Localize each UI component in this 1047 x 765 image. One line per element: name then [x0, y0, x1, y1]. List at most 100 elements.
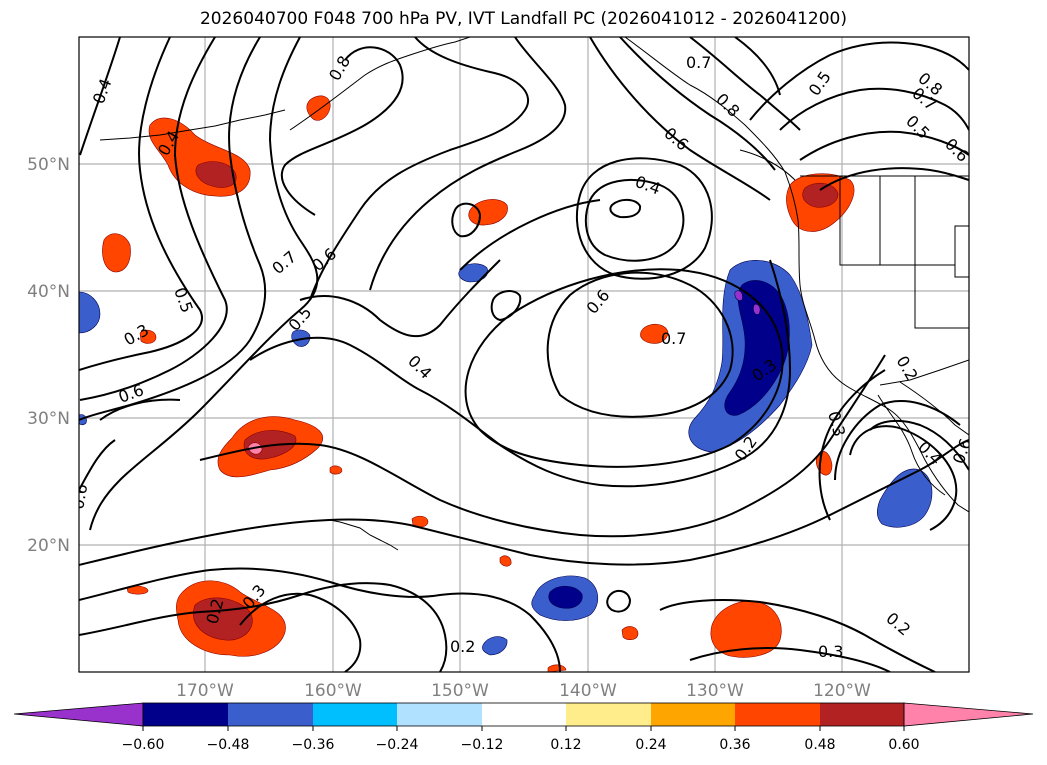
contour-line: [280, 46, 404, 216]
colorbar-frame: [142, 702, 905, 727]
contour-line: [869, 419, 969, 471]
contour-line: [609, 198, 642, 219]
lat-label-40n: 40°N: [27, 282, 70, 302]
contour-line: [79, 439, 969, 566]
contour-line: [369, 37, 567, 291]
contour-label: 0.6: [949, 436, 976, 466]
colorbar-bin: [651, 703, 735, 726]
border-states-4: [954, 225, 969, 278]
coastline-baja: [877, 394, 946, 496]
map-background: [79, 37, 969, 672]
contour-line: [619, 37, 776, 171]
colorbar-bin: [143, 703, 228, 726]
pv-blob-148w-47n: [468, 199, 508, 226]
contour-line: [689, 37, 801, 131]
contour-line: [79, 37, 121, 156]
contour-line: [849, 425, 958, 531]
map-frame: [78, 36, 970, 673]
plot-title: 2026040700 F048 700 hPa PV, IVT Landfall…: [199, 9, 847, 29]
longitude-labels: 170°W 160°W 150°W 140°W 130°W 120°W: [176, 681, 871, 701]
gridlines: [79, 37, 969, 672]
colorbar-tick-label: 0.24: [635, 737, 666, 753]
contour-line: [834, 400, 961, 481]
lon-label-130w: 130°W: [686, 681, 744, 701]
contour-line: [818, 369, 886, 521]
contour-line: [239, 592, 362, 672]
colorbar-ticks: [142, 726, 905, 731]
lon-label-150w: 150°W: [431, 681, 489, 701]
lat-label-30n: 30°N: [27, 409, 70, 429]
pv-blob-offshore-ca-peak-1: [734, 290, 743, 301]
lon-label-170w: 170°W: [176, 681, 234, 701]
contour-line: [464, 268, 784, 468]
contour-line: [299, 259, 501, 338]
contour-line: [584, 179, 685, 262]
coastline-aleutians: [99, 109, 286, 141]
contour-line: [79, 582, 448, 672]
colorbar-tick-label: −0.12: [461, 737, 504, 753]
map-panel: 0.4 0.4 0.8 0.7 0.8 0.6 0.5 0.8 0.7 0.5 …: [27, 36, 976, 701]
colorbar-tick-label: −0.36: [292, 737, 335, 753]
pv-blob-small-7: [499, 555, 512, 567]
contour-line: [459, 199, 601, 271]
colorbar-bin: [735, 703, 820, 726]
coastline-vancouver-is: [739, 149, 796, 181]
pv-blob-offshore-ca-peak-2: [753, 303, 761, 315]
pv-blob-147w-12n: [482, 636, 508, 656]
colorbar-bin: [482, 703, 566, 726]
contour-line: [309, 37, 530, 301]
coastline-mexico: [899, 381, 969, 436]
pv-blob-small-6: [329, 465, 343, 475]
contour-line: [749, 41, 969, 121]
contour-line: [659, 599, 936, 672]
pv-negative-fill: [79, 260, 933, 656]
contour-line: [606, 589, 632, 613]
contour-line: [79, 37, 203, 371]
colorbar-bin: [820, 703, 904, 726]
contour-line: [89, 37, 319, 531]
lat-label-50n: 50°N: [27, 155, 70, 175]
colorbar-bin: [397, 703, 482, 726]
pv-blob-small-4: [621, 626, 639, 640]
colorbar-bin: [313, 703, 397, 726]
lon-label-120w: 120°W: [813, 681, 871, 701]
contour-line: [99, 398, 181, 421]
lat-label-20n: 20°N: [27, 536, 70, 556]
pv-blob-124w-48n-core: [802, 182, 839, 208]
pv-blob-149w-41n: [458, 263, 488, 283]
colorbar-tick-label: −0.24: [376, 737, 419, 753]
colorbar-over-triangle: [903, 702, 1034, 727]
contour-line: [589, 37, 771, 201]
border-us-mexico: [879, 359, 969, 386]
pv-blob-179w-38n: [79, 291, 101, 334]
pv-blob-130w-13n: [710, 600, 782, 658]
pv-blob-161w-36n: [291, 329, 311, 347]
pv-blob-gulf-alaska-core: [195, 161, 237, 188]
contour-label: 0.7: [686, 53, 711, 72]
contour-line: [819, 167, 969, 191]
coastline-bc-wa: [624, 37, 799, 221]
border-states-1: [839, 176, 955, 266]
pv-blob-138w-36n: [640, 323, 669, 344]
pv-blob-small-5: [547, 664, 567, 672]
contour-line: [249, 259, 792, 488]
coastline-alaska: [289, 37, 471, 131]
contour-line: [575, 157, 713, 280]
colorbar-bin: [228, 703, 313, 726]
contour-label: 0.7: [661, 329, 686, 348]
lon-label-140w: 140°W: [559, 681, 617, 701]
colorbar-tick-label: 0.12: [550, 737, 581, 753]
pv-blob-small-1: [139, 329, 157, 344]
latitude-labels: 50°N 40°N 30°N 20°N: [27, 155, 70, 556]
colorbar-tick-label: 0.60: [888, 737, 919, 753]
lon-label-160w: 160°W: [304, 681, 362, 701]
pv-blob-170w-45n: [102, 233, 131, 273]
contour-line: [689, 647, 891, 672]
contour-line: [79, 567, 561, 672]
contour-line: [734, 37, 781, 96]
pv-positive-fill: [102, 95, 855, 672]
pv-blob-offshore-ca-core: [724, 280, 790, 416]
contour-line: [79, 439, 116, 491]
contour-line: [779, 87, 969, 131]
